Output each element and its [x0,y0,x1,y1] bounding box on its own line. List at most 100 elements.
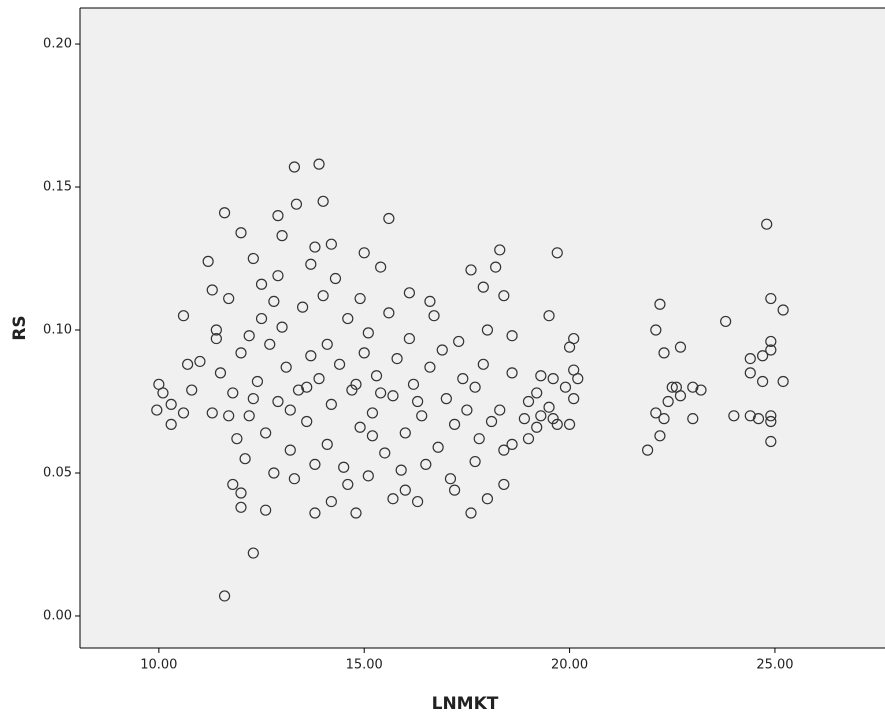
y-axis-title: RS [10,315,30,340]
point [412,395,424,408]
point [765,410,777,422]
point [535,410,547,422]
point [206,284,218,296]
point [424,361,436,373]
point [383,212,395,225]
y-tick-label: 0.00 [43,608,72,623]
point [297,301,309,313]
point [264,338,276,350]
point [235,501,247,513]
point [182,358,194,370]
point [313,373,325,385]
point [506,438,518,450]
point [658,413,670,425]
point [370,370,383,382]
point [157,387,169,399]
point [666,381,678,393]
point [288,473,300,485]
point [309,241,321,253]
point [490,261,502,273]
x-tick-label: 10.00 [140,658,177,673]
point [403,332,415,345]
point [765,435,777,448]
point [333,358,346,370]
point [290,198,303,210]
point [485,415,498,428]
point [247,393,259,405]
point [543,310,555,322]
point [436,344,448,356]
point [301,381,313,393]
point [777,375,789,388]
point [223,410,235,422]
point [461,404,473,416]
point [522,433,535,445]
point [642,444,654,456]
point [494,244,506,256]
point [268,467,280,479]
point [325,238,337,250]
point [416,410,428,422]
point [572,373,584,385]
point [210,332,222,345]
point [223,292,235,305]
point [477,358,489,370]
point [765,415,777,428]
point [301,415,313,428]
point [469,455,481,468]
point [551,418,563,430]
point [498,478,510,491]
point [765,344,777,356]
point [761,218,773,230]
point [752,413,765,425]
point [744,352,756,365]
point [235,347,247,359]
point [358,247,370,259]
point [744,410,756,422]
point [465,264,477,276]
point [650,324,662,336]
point [280,361,292,373]
point [399,484,411,496]
point [424,295,436,308]
point [218,207,231,219]
point [695,384,707,396]
point [260,427,272,439]
point [481,324,494,336]
point [260,504,272,516]
point [206,407,218,419]
point [448,484,461,496]
point [243,410,255,422]
y-tick-label: 0.15 [43,180,72,195]
point [251,375,264,388]
point [387,390,399,402]
point [453,335,465,348]
point [506,330,518,342]
point [412,495,424,508]
point [165,398,177,410]
point [362,470,374,482]
point [420,458,432,471]
y-tick-label: 0.10 [43,323,72,338]
point [720,315,732,328]
point [744,367,756,379]
point [309,507,321,519]
point [321,338,333,350]
point [227,387,239,399]
point [547,413,559,425]
point [284,404,296,416]
point [350,378,362,390]
point [440,393,452,405]
point [687,413,699,425]
point [151,404,163,416]
point [288,161,300,173]
point [317,290,329,302]
point [757,375,769,388]
point [518,413,530,425]
y-tick-label: 0.20 [43,37,72,52]
point [674,390,687,402]
point [317,195,329,207]
point [342,478,354,491]
point [177,407,190,419]
